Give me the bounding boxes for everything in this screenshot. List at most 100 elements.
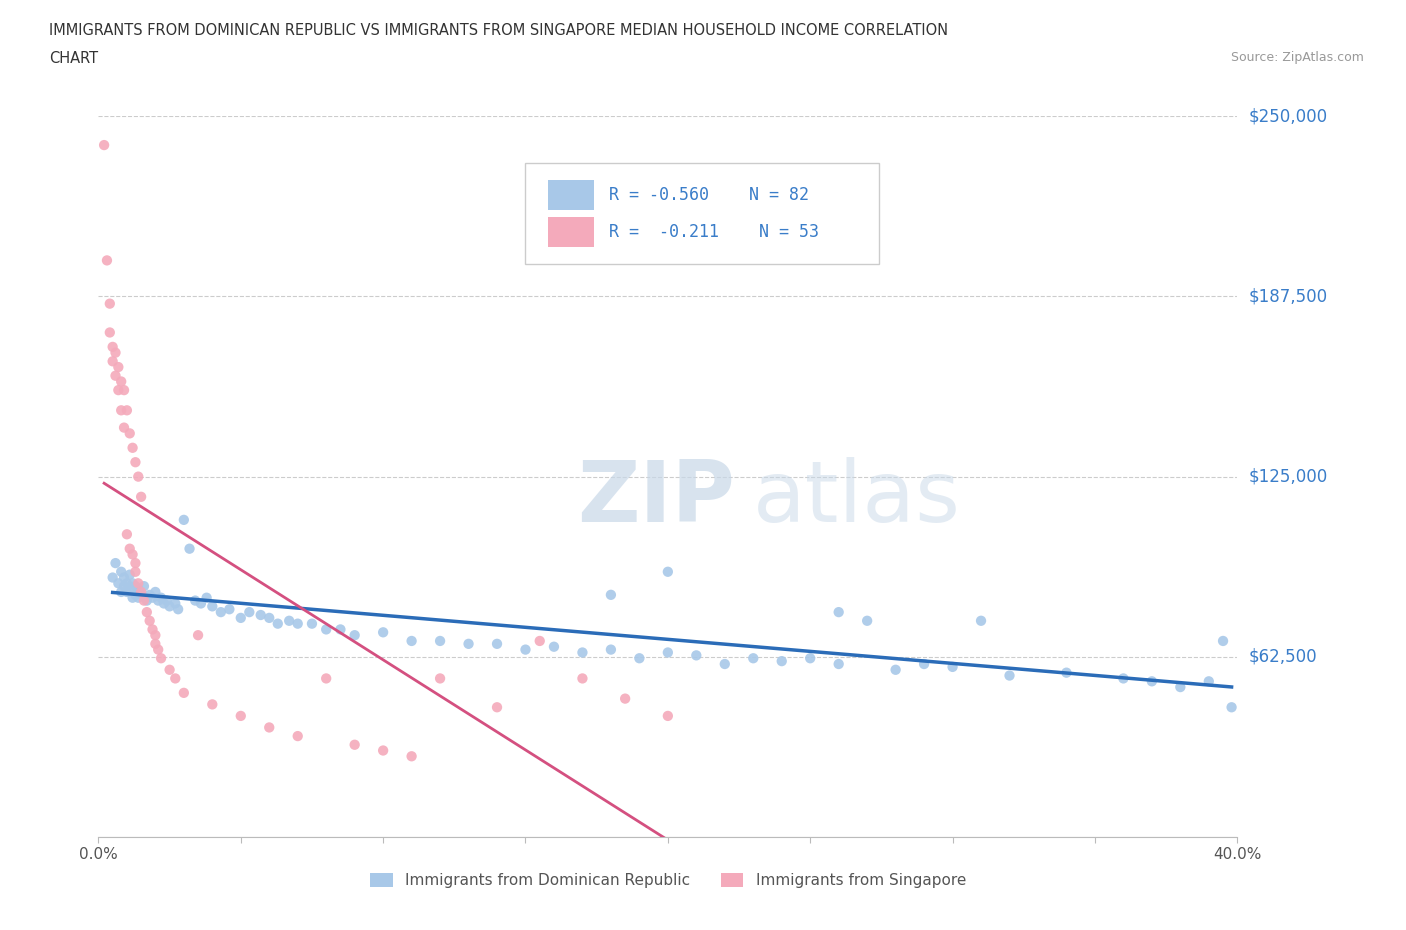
Point (138, 614, 160, 629)
Point (110, 403, 132, 418)
Point (1140, 674, 1163, 689)
Point (145, 585, 167, 600)
Point (259, 610, 281, 625)
Point (184, 593, 207, 608)
Point (165, 671, 187, 686)
Point (138, 588, 160, 603)
Point (124, 455, 146, 470)
Point (1220, 700, 1243, 715)
Point (156, 593, 179, 608)
Point (104, 556, 127, 571)
Point (101, 570, 124, 585)
Point (856, 614, 879, 629)
Point (118, 541, 141, 556)
Point (315, 671, 337, 686)
Point (657, 645, 679, 660)
Point (118, 567, 141, 582)
Point (127, 576, 149, 591)
Point (145, 628, 167, 643)
Point (104, 345, 127, 360)
Point (942, 659, 965, 674)
Point (148, 593, 170, 608)
Point (373, 743, 395, 758)
Point (301, 617, 323, 631)
Point (1112, 671, 1135, 686)
Point (173, 512, 195, 527)
Point (179, 541, 201, 556)
Point (187, 628, 209, 643)
Point (115, 585, 138, 600)
Text: IMMIGRANTS FROM DOMINICAN REPUBLIC VS IMMIGRANTS FROM SINGAPORE MEDIAN HOUSEHOLD: IMMIGRANTS FROM DOMINICAN REPUBLIC VS IM… (49, 23, 948, 38)
Point (141, 622, 163, 637)
Point (1212, 633, 1234, 648)
Point (970, 614, 993, 629)
Text: ZIP: ZIP (576, 457, 734, 539)
Point (110, 585, 132, 600)
Point (104, 368, 127, 383)
Point (486, 700, 509, 715)
Point (173, 685, 195, 700)
Point (315, 622, 337, 637)
Point (657, 709, 679, 724)
Point (127, 581, 149, 596)
Point (373, 625, 395, 640)
Point (118, 426, 141, 441)
Point (135, 604, 157, 619)
Point (165, 596, 187, 611)
Point (628, 651, 651, 666)
Point (107, 576, 129, 591)
Point (167, 602, 190, 617)
Point (329, 622, 352, 637)
Point (401, 633, 423, 648)
Point (107, 383, 129, 398)
Text: atlas: atlas (754, 457, 962, 539)
Text: $125,000: $125,000 (1249, 468, 1327, 485)
Point (148, 643, 170, 658)
Text: Source: ZipAtlas.com: Source: ZipAtlas.com (1230, 51, 1364, 64)
Point (238, 604, 260, 619)
Point (278, 614, 301, 629)
Text: R =  -0.211    N = 53: R = -0.211 N = 53 (609, 223, 818, 241)
Point (401, 749, 423, 764)
Point (884, 662, 907, 677)
Point (159, 599, 181, 614)
Point (112, 578, 135, 593)
Point (118, 581, 141, 596)
Text: $250,000: $250,000 (1249, 107, 1327, 126)
Point (614, 691, 637, 706)
Point (287, 729, 309, 744)
Point (259, 720, 281, 735)
Point (486, 636, 509, 651)
Point (209, 604, 232, 619)
Point (127, 470, 149, 485)
Point (600, 643, 623, 658)
Point (141, 591, 163, 605)
Point (129, 489, 152, 504)
Point (124, 578, 146, 593)
Point (218, 602, 240, 617)
Point (127, 591, 149, 605)
Point (112, 383, 135, 398)
Point (101, 354, 124, 369)
Point (101, 339, 124, 354)
Point (98, 297, 121, 312)
Point (112, 570, 135, 585)
Point (150, 651, 173, 666)
Text: CHART: CHART (49, 51, 98, 66)
Point (429, 633, 451, 648)
Point (1056, 665, 1078, 680)
FancyBboxPatch shape (526, 163, 879, 264)
Text: $187,500: $187,500 (1249, 287, 1327, 305)
Point (343, 737, 366, 752)
Point (685, 648, 707, 663)
Point (229, 610, 252, 625)
Point (571, 671, 593, 686)
Point (98, 326, 121, 340)
Point (1170, 680, 1192, 695)
Point (600, 588, 623, 603)
Point (121, 576, 143, 591)
Point (132, 578, 155, 593)
Point (110, 374, 132, 389)
Point (190, 596, 212, 611)
Point (912, 657, 935, 671)
